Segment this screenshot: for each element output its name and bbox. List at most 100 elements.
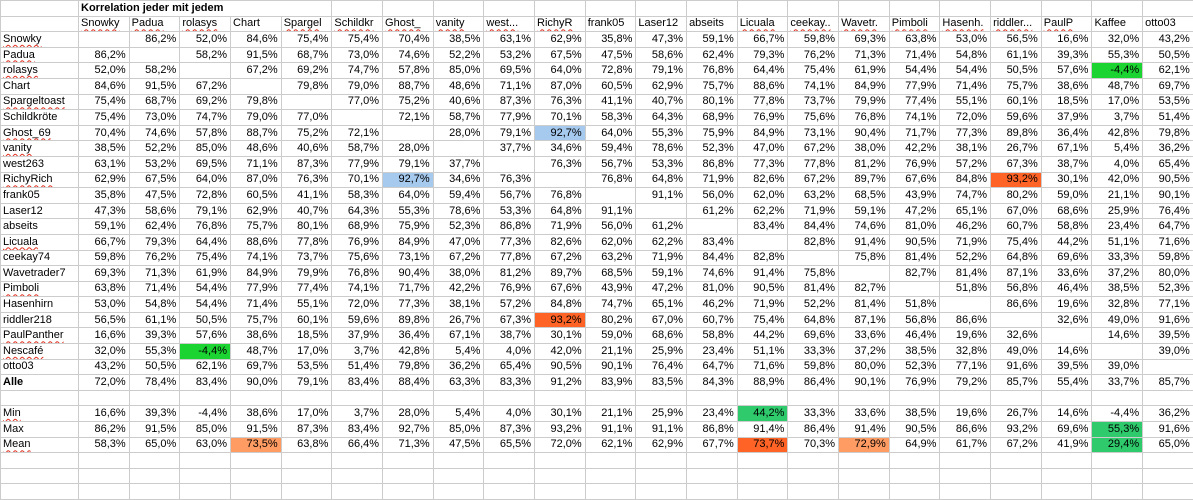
cell[interactable]: 88,9% xyxy=(736,374,789,391)
cell[interactable]: 55,1% xyxy=(939,93,992,111)
cell[interactable]: 78,6% xyxy=(432,202,485,220)
cell[interactable]: 53,3% xyxy=(483,202,536,220)
cell[interactable]: 77,9% xyxy=(888,77,941,95)
cell[interactable]: 66,7% xyxy=(736,31,789,48)
cell[interactable]: 56,7% xyxy=(584,155,637,173)
cell[interactable]: 64,0% xyxy=(534,62,586,79)
cell[interactable]: 32,6% xyxy=(990,327,1042,345)
cell[interactable] xyxy=(1040,483,1093,500)
cell[interactable]: 64,9% xyxy=(888,436,941,454)
row-header[interactable] xyxy=(0,452,79,469)
cell[interactable]: 90,5% xyxy=(1142,171,1193,189)
cell[interactable]: 64,3% xyxy=(331,202,384,220)
cell[interactable]: 67,2% xyxy=(534,249,586,267)
cell[interactable]: 60,5% xyxy=(584,77,637,95)
cell[interactable]: 74,7% xyxy=(179,109,232,126)
cell[interactable] xyxy=(1091,483,1144,500)
cell[interactable] xyxy=(686,483,738,500)
cell[interactable]: 69,7% xyxy=(230,358,282,376)
cell[interactable]: 76,9% xyxy=(736,109,789,126)
cell[interactable]: 67,0% xyxy=(635,311,688,329)
cell[interactable] xyxy=(230,389,282,407)
cell[interactable]: 69,3% xyxy=(838,31,890,48)
cell[interactable]: 90,5% xyxy=(888,233,941,251)
cell[interactable]: 79,8% xyxy=(280,77,333,95)
cell[interactable] xyxy=(534,171,586,189)
cell[interactable]: 33,3% xyxy=(787,343,840,360)
cell[interactable] xyxy=(939,467,992,485)
cell[interactable] xyxy=(483,0,536,17)
cell[interactable]: 52,2% xyxy=(939,249,992,267)
cell[interactable]: 86,8% xyxy=(483,218,536,235)
cell[interactable]: 93,2% xyxy=(990,171,1042,189)
cell[interactable]: 91,1% xyxy=(635,187,688,204)
cell[interactable]: 76,8% xyxy=(179,218,232,235)
row-header[interactable]: RichyRich xyxy=(0,171,79,189)
cell[interactable]: 75,8% xyxy=(838,249,890,267)
cell[interactable]: 74,7% xyxy=(939,187,992,204)
cell[interactable]: 47,0% xyxy=(432,233,485,251)
cell[interactable]: 52,3% xyxy=(686,140,738,157)
cell[interactable]: 91,4% xyxy=(736,265,789,282)
cell[interactable]: 83,4% xyxy=(686,233,738,251)
cell[interactable] xyxy=(78,31,130,48)
cell[interactable]: 82,6% xyxy=(736,171,789,189)
cell[interactable]: 78,4% xyxy=(128,374,181,391)
cell[interactable] xyxy=(990,389,1042,407)
cell[interactable]: 58,8% xyxy=(686,327,738,345)
cell[interactable] xyxy=(78,483,130,500)
cell[interactable]: 38,5% xyxy=(432,31,485,48)
cell[interactable]: 59,0% xyxy=(584,327,637,345)
cell[interactable]: 79,9% xyxy=(280,265,333,282)
cell[interactable]: 53,3% xyxy=(635,155,688,173)
cell[interactable]: 86,8% xyxy=(686,421,738,438)
cell[interactable]: 65,0% xyxy=(128,436,181,454)
cell[interactable]: 76,3% xyxy=(534,93,586,111)
cell[interactable] xyxy=(432,452,485,469)
cell[interactable] xyxy=(78,452,130,469)
cell[interactable]: 84,4% xyxy=(686,249,738,267)
cell[interactable] xyxy=(584,187,637,204)
cell[interactable]: 79,8% xyxy=(230,93,282,111)
cell[interactable]: 68,5% xyxy=(838,187,890,204)
cell[interactable]: 28,0% xyxy=(382,140,434,157)
cell[interactable]: 46,4% xyxy=(1040,280,1093,298)
cell[interactable]: 77,8% xyxy=(787,155,840,173)
cell[interactable]: 85,0% xyxy=(179,421,232,438)
row-header[interactable]: west263 xyxy=(0,155,79,173)
cell[interactable]: 62,0% xyxy=(736,187,789,204)
cell[interactable]: 71,6% xyxy=(736,358,789,376)
row-header[interactable]: Max xyxy=(0,421,79,438)
cell[interactable]: 76,3% xyxy=(483,171,536,189)
cell[interactable]: 91,6% xyxy=(1142,311,1193,329)
cell[interactable]: 47,5% xyxy=(584,46,637,64)
cell[interactable]: 85,0% xyxy=(179,140,232,157)
cell[interactable]: 32,0% xyxy=(1091,31,1144,48)
corner-cell[interactable] xyxy=(0,0,79,17)
cell[interactable]: 64,8% xyxy=(534,202,586,220)
row-header[interactable]: Chart xyxy=(0,77,79,95)
cell[interactable]: 56,7% xyxy=(483,187,536,204)
cell[interactable]: 38,5% xyxy=(1091,280,1144,298)
cell[interactable]: 38,6% xyxy=(230,405,282,423)
cell[interactable]: 74,1% xyxy=(787,77,840,95)
cell[interactable]: 67,2% xyxy=(787,140,840,157)
cell[interactable]: 85,0% xyxy=(432,421,485,438)
cell[interactable]: 19,6% xyxy=(1040,296,1093,313)
cell[interactable]: 84,8% xyxy=(534,296,586,313)
cell[interactable] xyxy=(432,140,485,157)
cell[interactable]: 71,9% xyxy=(787,202,840,220)
cell[interactable]: 51,8% xyxy=(939,280,992,298)
cell[interactable]: 32,6% xyxy=(1040,311,1093,329)
cell[interactable]: 84,9% xyxy=(230,265,282,282)
cell[interactable]: 17,0% xyxy=(1091,93,1144,111)
cell[interactable]: 61,1% xyxy=(990,46,1042,64)
cell[interactable] xyxy=(1142,0,1193,17)
cell[interactable]: 81,4% xyxy=(787,280,840,298)
cell[interactable] xyxy=(990,311,1042,329)
cell[interactable]: 71,7% xyxy=(382,280,434,298)
cell[interactable]: 14,6% xyxy=(1040,405,1093,423)
column-header[interactable]: Snowky xyxy=(78,15,130,33)
cell[interactable]: 47,5% xyxy=(128,187,181,204)
cell[interactable]: 73,7% xyxy=(787,93,840,111)
